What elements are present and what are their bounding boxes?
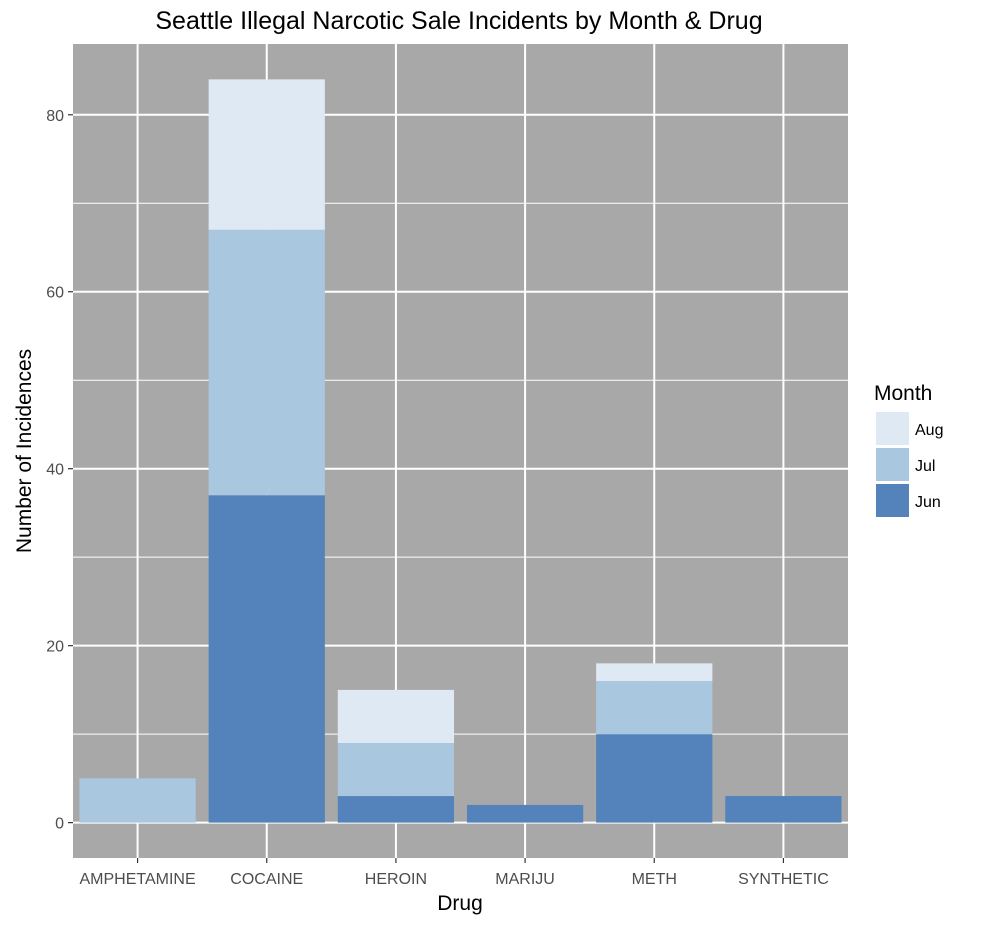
x-tick-label: COCAINE [230, 871, 303, 888]
x-axis: AMPHETAMINE COCAINE HEROIN MARIJU METH SYNTHE… [80, 858, 829, 888]
bar-segment-heroin-jun [337, 796, 455, 823]
plot-panel [73, 44, 848, 858]
bar-segment-synthetic-jun [725, 796, 842, 823]
legend-key-aug [876, 412, 909, 445]
bars [79, 79, 842, 823]
y-tick-label: 0 [55, 816, 64, 833]
legend-label-jun: Jun [915, 494, 941, 511]
bar-segment-meth-jul [596, 681, 713, 735]
chart-title: Seattle Illegal Narcotic Sale Incidents … [155, 7, 762, 35]
y-tick-label: 60 [46, 285, 64, 302]
y-tick-label: 80 [46, 108, 64, 125]
bar-segment-cocaine-aug [208, 79, 325, 230]
legend-key-jul [876, 448, 909, 481]
minor-gridlines [73, 202, 848, 735]
legend-key-jun [876, 484, 909, 517]
bar-segment-amphetamine-jul [79, 778, 196, 823]
bar-segment-meth-jun [596, 734, 713, 823]
x-tick-label: AMPHETAMINE [80, 871, 196, 888]
y-axis-title: Number of Incidences [13, 349, 36, 553]
bar-segment-heroin-jul [337, 742, 455, 797]
x-axis-title: Drug [437, 892, 483, 915]
bar-segment-cocaine-jun [208, 495, 325, 823]
bar-segment-heroin-aug [337, 689, 455, 743]
legend-title: Month [874, 382, 932, 405]
legend-label-aug: Aug [915, 422, 943, 439]
legend-label-jul: Jul [915, 458, 935, 475]
x-tick-label: MARIJU [495, 871, 555, 888]
y-axis: 0 20 40 60 80 [46, 108, 73, 833]
bar-segment-meth-aug [596, 663, 713, 682]
y-tick-label: 20 [46, 639, 64, 656]
bar-segment-mariju-jun [466, 804, 584, 823]
bar-segment-cocaine-jul [208, 229, 325, 496]
x-tick-label: SYNTHETIC [738, 871, 829, 888]
legend: Month Aug Jul Jun [874, 382, 943, 517]
y-tick-label: 40 [46, 462, 64, 479]
x-tick-label: METH [632, 871, 677, 888]
x-tick-label: HEROIN [365, 871, 427, 888]
